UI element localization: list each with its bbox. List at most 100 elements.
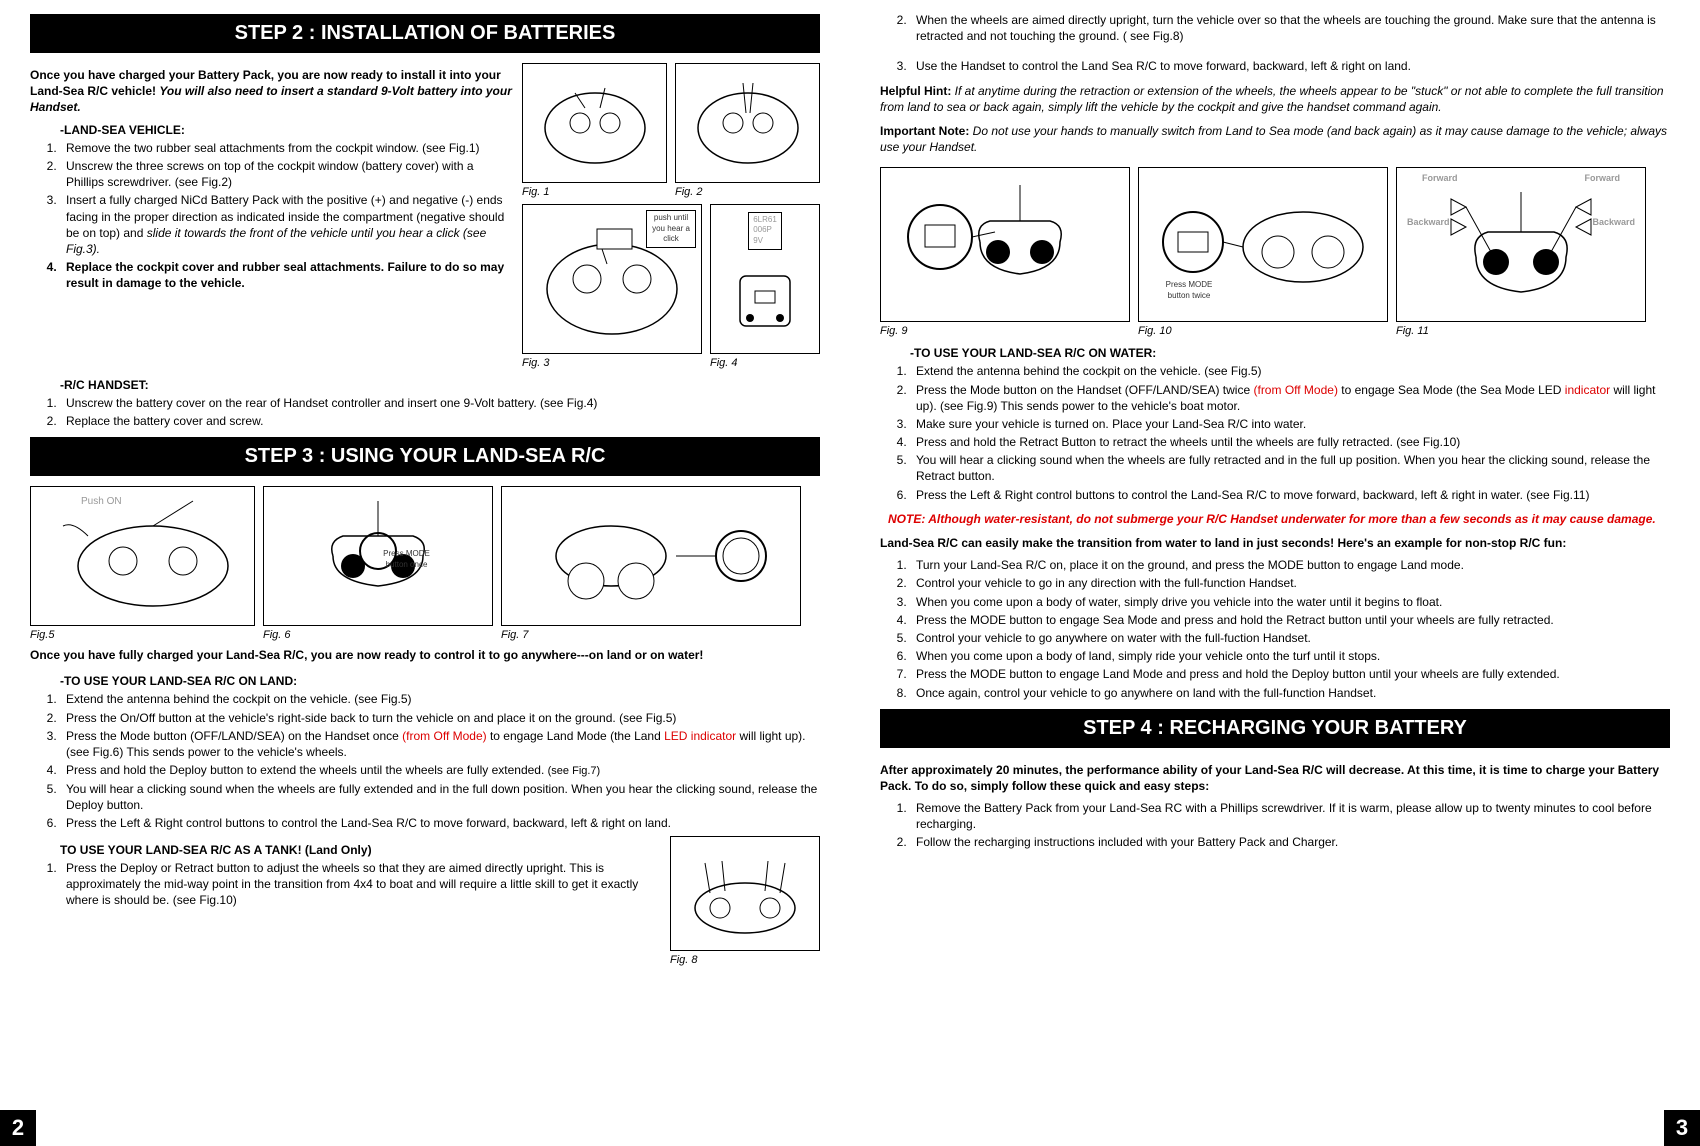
water-step-4: Press and hold the Retract Button to ret… (910, 434, 1670, 450)
ls4s: (see Fig.7) (548, 765, 601, 777)
fig8-wrap: Fig. 8 (670, 836, 820, 968)
handset-step-1: Unscrew the battery cover on the rear of… (60, 395, 820, 411)
fig10-note: Press MODE button twice (1159, 278, 1219, 304)
water-step-2: Press the Mode button on the Handset (OF… (910, 382, 1670, 414)
fig7-caption: Fig. 7 (501, 628, 801, 643)
right-figrow: Fig. 9 Press MODE button twice Fig. 10 F… (880, 167, 1670, 339)
note-label: Important Note: (880, 124, 973, 138)
fig3-caption: Fig. 3 (522, 356, 702, 371)
transition-steps: Turn your Land-Sea R/C on, place it on t… (880, 557, 1670, 703)
vehicle-steps-list: Remove the two rubber seal attachments f… (30, 140, 512, 292)
trans-step-4: Press the MODE button to engage Sea Mode… (910, 612, 1670, 628)
ls3b: to engage Land Mode (the Land (490, 729, 664, 743)
important-note: Important Note: Do not use your hands to… (880, 123, 1670, 155)
tank-row: TO USE YOUR LAND-SEA R/C AS A TANK! (Lan… (30, 836, 820, 968)
f11-bw-l: Backward (1407, 216, 1450, 228)
fig3-note: push until you hear a click (646, 210, 696, 248)
handset-heading: -R/C HANDSET: (30, 377, 820, 393)
fig11-illustration: Forward Forward Backward Backward (1396, 167, 1646, 322)
ls4a: Press and hold the Deploy button to exte… (66, 763, 548, 777)
step2-body: Once you have charged your Battery Pack,… (30, 63, 820, 371)
step3-figrow: Push ON Fig.5 Press MODE button once Fig… (30, 486, 820, 643)
page-right: When the wheels are aimed directly uprig… (850, 0, 1700, 1146)
land-sea-vehicle-heading: -LAND-SEA VEHICLE: (30, 122, 512, 138)
land-step-3: Press the Mode button (OFF/LAND/SEA) on … (60, 728, 820, 760)
tank-step-2: When the wheels are aimed directly uprig… (910, 12, 1670, 44)
water-step-6: Press the Left & Right control buttons t… (910, 487, 1670, 503)
handset-step-2: Replace the battery cover and screw. (60, 413, 820, 429)
hint-label: Helpful Hint: (880, 84, 955, 98)
step3-intro: Once you have fully charged your Land-Se… (30, 647, 820, 663)
trans-step-7: Press the MODE button to engage Land Mod… (910, 666, 1670, 682)
page-number-left: 2 (0, 1110, 36, 1146)
step4-steps: Remove the Battery Pack from your Land-S… (880, 800, 1670, 853)
trans-step-5: Control your vehicle to go anywhere on w… (910, 630, 1670, 646)
tank-step-1: Press the Deploy or Retract button to ad… (60, 860, 660, 909)
hint-text: If at anytime during the retraction or e… (880, 84, 1664, 114)
trans-step-1: Turn your Land-Sea R/C on, place it on t… (910, 557, 1670, 573)
fig5-wrap: Push ON Fig.5 (30, 486, 255, 643)
step4-header: STEP 4 : RECHARGING YOUR BATTERY (880, 709, 1670, 748)
fig10-illustration: Press MODE button twice (1138, 167, 1388, 322)
vehicle-step-4: Replace the cockpit cover and rubber sea… (60, 259, 512, 291)
land-step-1: Extend the antenna behind the cockpit on… (60, 691, 820, 707)
trans-step-8: Once again, control your vehicle to go a… (910, 685, 1670, 701)
fig9-wrap: Fig. 9 (880, 167, 1130, 339)
water-steps: Extend the antenna behind the cockpit on… (880, 363, 1670, 505)
land-step-6: Press the Left & Right control buttons t… (60, 815, 820, 831)
f11-fw-r: Forward (1584, 172, 1620, 184)
fig7-illustration (501, 486, 801, 626)
trans-step-6: When you come upon a body of land, simpl… (910, 648, 1670, 664)
fig4-caption: Fig. 4 (710, 356, 820, 371)
fig10-caption: Fig. 10 (1138, 324, 1388, 339)
land-steps: Extend the antenna behind the cockpit on… (30, 691, 820, 833)
tank-heading: TO USE YOUR LAND-SEA R/C AS A TANK! (Lan… (30, 842, 660, 858)
water-heading: -TO USE YOUR LAND-SEA R/C ON WATER: (880, 345, 1670, 361)
fig1-illustration (522, 63, 667, 183)
fig5-note: Push ON (81, 495, 122, 509)
ws2r2: indicator (1565, 383, 1610, 397)
fig4-wrap: 6LR61 006P 9V Fig. 4 (710, 204, 820, 371)
water-step-5: You will hear a clicking sound when the … (910, 452, 1670, 484)
fig11-caption: Fig. 11 (1396, 324, 1646, 339)
trans-step-2: Control your vehicle to go in any direct… (910, 575, 1670, 591)
tank-step-3: Use the Handset to control the Land Sea … (910, 58, 1670, 74)
step2-figures: Fig. 1 Fig. 2 push until you hear a clic… (522, 63, 820, 371)
page-number-right: 3 (1664, 1110, 1700, 1146)
fig11-wrap: Forward Forward Backward Backward Fig. 1… (1396, 167, 1646, 339)
water-step-1: Extend the antenna behind the cockpit on… (910, 363, 1670, 379)
fig6-note: Press MODE button once (379, 547, 434, 573)
step2-text: Once you have charged your Battery Pack,… (30, 63, 512, 371)
ls3a: Press the Mode button (OFF/LAND/SEA) on … (66, 729, 402, 743)
page-left: STEP 2 : INSTALLATION OF BATTERIES Once … (0, 0, 850, 1146)
handset-steps: Unscrew the battery cover on the rear of… (30, 395, 820, 431)
land-step-4: Press and hold the Deploy button to exte… (60, 762, 820, 779)
water-step-3: Make sure your vehicle is turned on. Pla… (910, 416, 1670, 432)
water-warning: NOTE: Although water-resistant, do not s… (880, 511, 1670, 527)
ls3r: (from Off Mode) (402, 729, 490, 743)
step2-intro: Once you have charged your Battery Pack,… (30, 67, 512, 116)
fig8-caption: Fig. 8 (670, 953, 820, 968)
f11-bw-r: Backward (1592, 216, 1635, 228)
vehicle-step-2: Unscrew the three screws on top of the c… (60, 158, 512, 190)
ws2r: (from Off Mode) (1253, 383, 1337, 397)
f11-fw-l: Forward (1422, 172, 1458, 184)
fig3-wrap: push until you hear a click Fig. 3 (522, 204, 702, 371)
fig4-illustration: 6LR61 006P 9V (710, 204, 820, 354)
tank-steps: Press the Deploy or Retract button to ad… (30, 860, 660, 909)
step2-header: STEP 2 : INSTALLATION OF BATTERIES (30, 14, 820, 53)
vehicle-step-1: Remove the two rubber seal attachments f… (60, 140, 512, 156)
ws2a: Press the Mode button on the Handset (OF… (916, 383, 1253, 397)
fig9-illustration (880, 167, 1130, 322)
ws2b: to engage Sea Mode (the Sea Mode LED (1338, 383, 1565, 397)
trans-step-3: When you come upon a body of water, simp… (910, 594, 1670, 610)
tank-continued: When the wheels are aimed directly uprig… (880, 12, 1670, 77)
fig6-wrap: Press MODE button once Fig. 6 (263, 486, 493, 643)
fig2-wrap: Fig. 2 (675, 63, 820, 200)
fig3-illustration: push until you hear a click (522, 204, 702, 354)
fig6-illustration: Press MODE button once (263, 486, 493, 626)
land-heading: -TO USE YOUR LAND-SEA R/C ON LAND: (30, 673, 820, 689)
fig2-illustration (675, 63, 820, 183)
fig4-note: 6LR61 006P 9V (748, 212, 782, 250)
fig6-caption: Fig. 6 (263, 628, 493, 643)
